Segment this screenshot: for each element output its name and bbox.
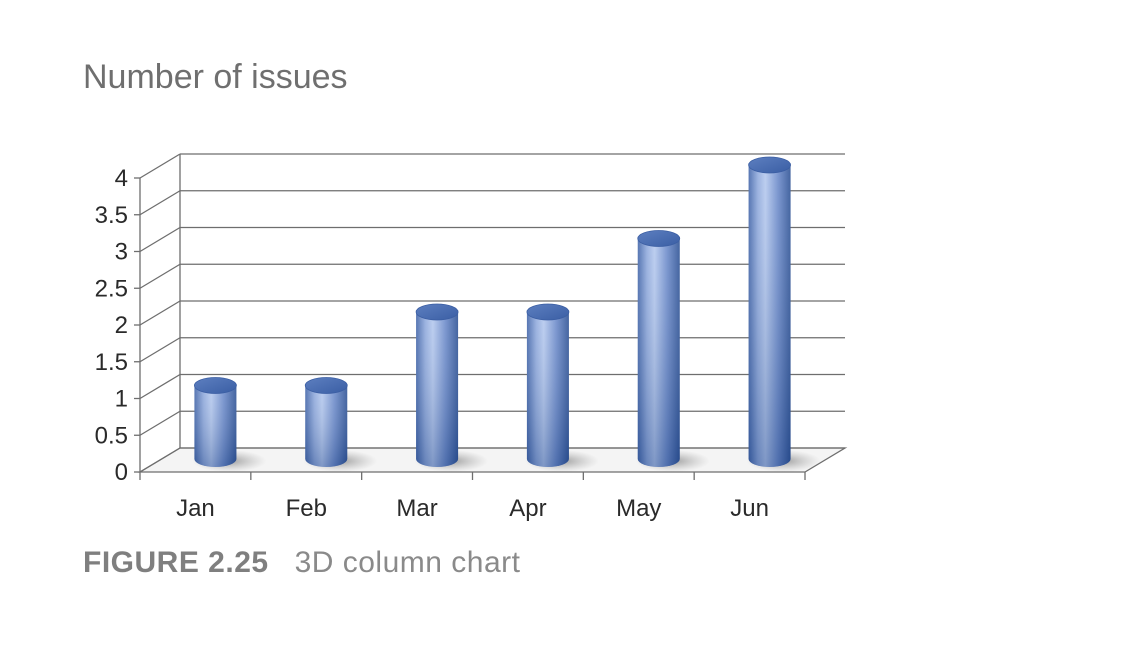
- bar-shading: [194, 385, 237, 467]
- y-tick-label: 0: [115, 459, 128, 486]
- x-tick-label: Apr: [509, 495, 546, 522]
- y-tick-label: 0.5: [95, 422, 128, 449]
- bar: [303, 377, 378, 472]
- axes: [134, 154, 806, 480]
- x-tick-label: May: [616, 495, 661, 522]
- bar: [192, 377, 267, 472]
- bar-shading: [416, 312, 459, 467]
- bar-shading: [305, 385, 348, 467]
- bar: [414, 303, 489, 472]
- bar-shading: [637, 238, 680, 467]
- figure-caption: FIGURE 2.25 3D column chart: [83, 546, 521, 580]
- x-tick-label: Jan: [176, 495, 215, 522]
- bar-cap: [637, 230, 681, 247]
- chart-title: Number of issues: [83, 58, 348, 96]
- bar-cap: [748, 156, 791, 174]
- gridline-side: [139, 263, 181, 289]
- y-tick-label: 3: [115, 239, 128, 266]
- gridline-side: [139, 410, 181, 436]
- y-tick-label: 2.5: [95, 275, 128, 302]
- bar-shading: [526, 312, 569, 467]
- bar-cap: [526, 303, 570, 321]
- y-tick-label: 4: [115, 165, 128, 192]
- figure-label: FIGURE 2.25: [83, 546, 269, 579]
- gridline-side: [139, 226, 181, 253]
- bar: [635, 230, 710, 472]
- bar-cap: [415, 303, 459, 321]
- gridlines: [137, 153, 848, 473]
- x-tick-label: Mar: [396, 495, 437, 522]
- gridline-side: [139, 300, 181, 326]
- x-tick-label: Jun: [730, 495, 769, 522]
- bar: [524, 303, 599, 472]
- gridline-side: [139, 337, 181, 363]
- gridline-side: [139, 447, 181, 473]
- y-tick-label: 2: [115, 312, 128, 339]
- gridline-side: [139, 153, 181, 179]
- axis-labels: 0 0.5 1 1.5 2 2.5 3 3.5 4 Jan Feb Mar Apr May Jun: [95, 165, 769, 522]
- bar-cap: [304, 377, 348, 394]
- y-tick-label: 1.5: [95, 349, 128, 376]
- x-tick-label: Feb: [286, 495, 327, 522]
- bars: [192, 156, 821, 472]
- y-tick-label: 3.5: [95, 202, 128, 229]
- bar: [746, 156, 821, 472]
- bar-shading: [748, 165, 791, 467]
- gridline-side: [139, 373, 181, 400]
- bar-cap: [194, 377, 237, 394]
- figure-caption-text: 3D column chart: [294, 546, 521, 579]
- gridline-side: [139, 190, 181, 216]
- y-tick-label: 1: [115, 386, 128, 413]
